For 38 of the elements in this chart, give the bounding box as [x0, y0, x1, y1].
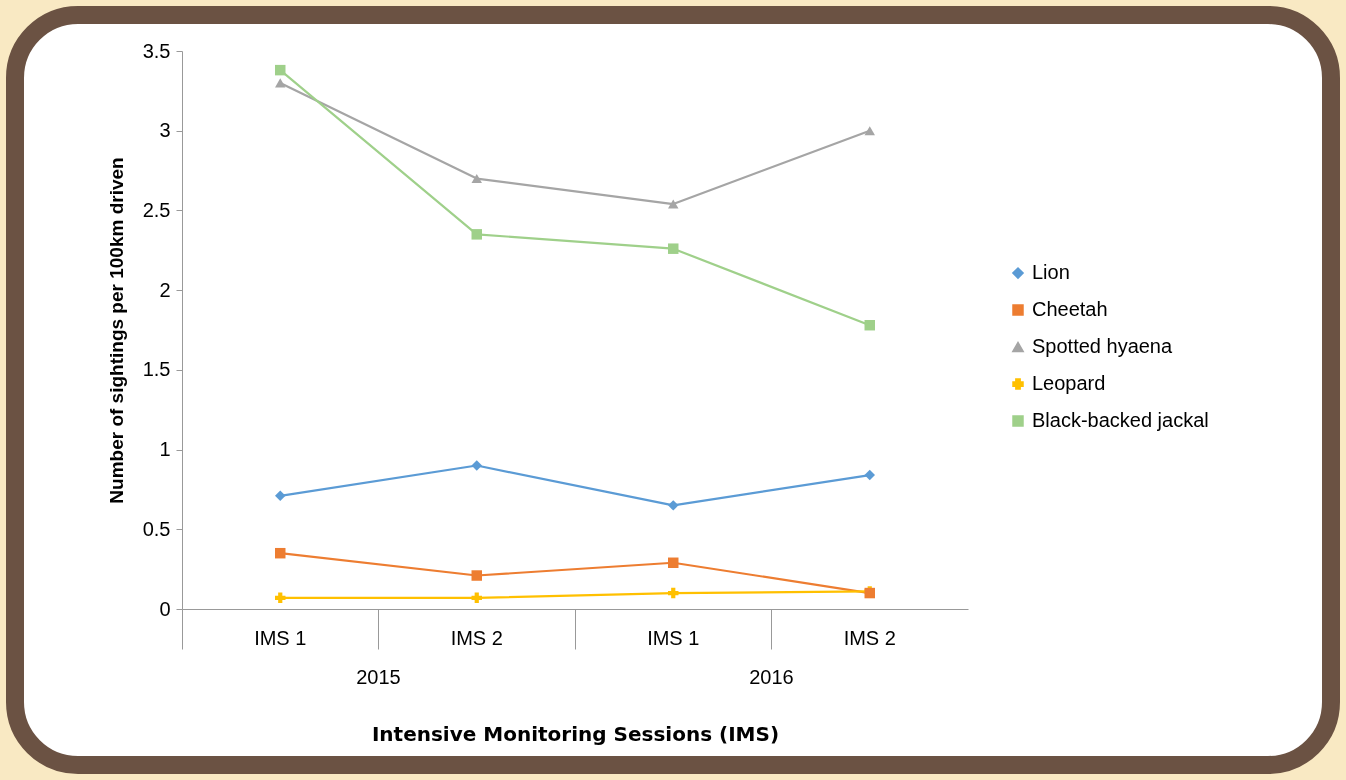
point	[668, 557, 679, 569]
point	[275, 592, 286, 604]
legend-label: Lion	[1032, 261, 1070, 284]
point	[471, 174, 482, 184]
point	[864, 319, 875, 331]
x-tick-label: IMS 1	[254, 626, 307, 649]
y-tick-label: 0	[159, 597, 171, 620]
y-axis-title: Number of sightings per 100km driven	[105, 157, 127, 504]
point	[471, 460, 482, 471]
x-tick-label: IMS 1	[647, 626, 700, 649]
y-tick-label: 0.5	[142, 517, 171, 540]
point	[668, 243, 679, 254]
text: 2016	[749, 666, 794, 688]
point	[864, 126, 875, 136]
point	[275, 64, 286, 76]
point	[471, 592, 482, 604]
y-tick-label: 1.5	[142, 358, 171, 381]
legend-label: Leopard	[1032, 372, 1106, 395]
y-tick-label: 3	[159, 119, 171, 142]
point	[668, 500, 679, 511]
legend-label: Spotted hyaena	[1032, 335, 1173, 358]
x-axis-title: Intensive Monitoring Sessions (IMS)	[371, 722, 780, 746]
point	[668, 587, 679, 599]
x-tick-label: IMS 2	[843, 626, 896, 649]
legend-label: Cheetah	[1032, 298, 1108, 321]
y-tick-label: 3.5	[142, 39, 171, 62]
point	[864, 469, 875, 481]
y-tick-label: 2	[159, 278, 171, 301]
point	[275, 490, 286, 502]
y-tick-label: 2.5	[142, 198, 171, 221]
legend-label: Black-backed jackal	[1032, 409, 1209, 432]
x-tick-label: IMS 2	[450, 626, 503, 649]
point	[471, 570, 482, 581]
text: 2015	[356, 666, 401, 688]
y-tick-label: 1	[159, 438, 171, 461]
point	[471, 229, 482, 240]
point	[668, 199, 679, 209]
point	[275, 547, 286, 559]
